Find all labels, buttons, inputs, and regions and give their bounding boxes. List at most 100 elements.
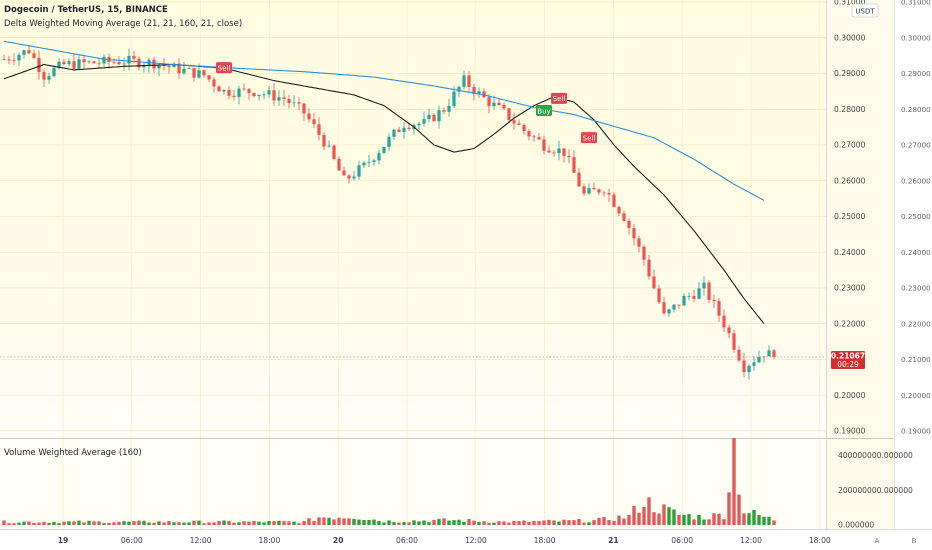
log-scale-toggle[interactable]: B — [912, 537, 917, 545]
candle-body — [237, 88, 241, 97]
signal-tag-label: Sell — [218, 64, 231, 72]
volume-bar — [527, 521, 531, 525]
overlay-tick-label: 0.24000 — [901, 248, 931, 257]
candle-body — [462, 75, 466, 87]
volume-bar — [67, 521, 71, 525]
volume-bar — [667, 507, 671, 525]
volume-bar — [52, 521, 56, 525]
candle-body — [367, 161, 371, 163]
volume-bar — [452, 520, 456, 525]
volume-bar — [167, 521, 171, 525]
signal-tag-box — [216, 62, 232, 74]
candle-body — [427, 114, 431, 120]
candle-body — [307, 113, 311, 120]
candle-body — [507, 108, 511, 121]
volume-bar — [422, 520, 426, 525]
candle-body — [632, 228, 636, 239]
currency-badge[interactable]: USDT — [851, 3, 879, 18]
candle-body — [52, 67, 56, 77]
volume-bar — [552, 520, 556, 525]
volume-bar — [317, 517, 321, 525]
buy-signal-tag: Buy — [536, 105, 552, 116]
signal-tag-label: Sell — [553, 95, 566, 103]
volume-bar — [57, 523, 61, 525]
candle-body — [317, 124, 321, 135]
candle-body — [252, 92, 256, 97]
candle-body — [257, 94, 261, 97]
candle-body — [612, 194, 616, 207]
volume-bar — [197, 520, 201, 525]
candle-body — [387, 136, 391, 147]
price-tick-label: 0.30000 — [834, 33, 866, 42]
candle-body — [312, 119, 316, 125]
candle-body — [17, 54, 21, 61]
candle-body — [267, 90, 271, 95]
price-tick-label: 0.25000 — [834, 212, 866, 221]
price-scale-background[interactable] — [826, 0, 894, 529]
volume-bar — [487, 522, 491, 525]
price-tick-label: 0.27000 — [834, 141, 866, 150]
candle-body — [677, 304, 681, 306]
volume-bar — [137, 520, 141, 525]
volume-bar — [387, 520, 391, 525]
price-pane-background[interactable] — [0, 0, 826, 438]
overlay-tick-label: 0.30000 — [901, 33, 931, 42]
volume-bar — [192, 520, 196, 525]
volume-bar — [47, 523, 51, 525]
candle-body — [692, 295, 696, 299]
fast-moving-average-line — [3, 63, 765, 324]
volume-bar — [567, 520, 571, 525]
time-axis-background[interactable] — [0, 529, 932, 550]
volume-bar — [617, 515, 621, 525]
auto-scale-toggle[interactable]: A — [875, 537, 880, 545]
volume-bar — [97, 521, 101, 525]
volume-bar — [232, 522, 236, 525]
candle-body — [742, 360, 746, 373]
candle-body — [207, 75, 211, 80]
volume-bar — [127, 521, 131, 525]
signal-tag-label: Buy — [537, 107, 550, 115]
volume-bar — [757, 514, 761, 525]
candle-body — [532, 136, 536, 138]
candle-body — [597, 189, 601, 193]
candle-body — [452, 91, 456, 106]
volume-pane-background[interactable] — [0, 439, 826, 529]
candle-body — [702, 282, 706, 289]
price-tick-label: 0.29000 — [834, 69, 866, 78]
volume-bar — [182, 522, 186, 525]
volume-indicator-label[interactable]: Volume Weighted Average (160) — [4, 448, 142, 458]
time-tick-label: 21 — [608, 536, 619, 545]
signal-tag-box — [581, 132, 597, 144]
candle-body — [57, 61, 61, 68]
indicator-label[interactable]: Delta Weighted Moving Average (21, 21, 1… — [4, 19, 242, 29]
candle-body — [292, 102, 296, 104]
volume-bar — [297, 523, 301, 525]
volume-bar — [322, 517, 326, 525]
price-scale-labels: 0.19000 0.19000 0.20000 0.20000 0.21000 0.210… — [834, 0, 931, 436]
candle-body — [577, 172, 581, 187]
time-tick-label: 06:00 — [671, 536, 693, 545]
candle-body — [32, 53, 36, 58]
volume-bar — [227, 521, 231, 525]
volume-bar — [702, 519, 706, 525]
volume-bar — [582, 522, 586, 525]
candle-body — [302, 103, 306, 114]
candle-body — [727, 327, 731, 334]
candle-body — [2, 59, 6, 60]
candle-body — [72, 61, 76, 69]
candle-body — [752, 362, 756, 366]
volume-bar — [187, 522, 191, 525]
candle-body — [122, 63, 126, 65]
volume-bar — [737, 494, 741, 525]
volume-bar — [747, 513, 751, 525]
candle-body — [477, 91, 481, 94]
volume-bar — [672, 509, 676, 525]
candle-body — [537, 137, 541, 140]
volume-bar — [107, 522, 111, 525]
moving-average-lines — [3, 40, 765, 324]
volume-bar — [717, 513, 721, 525]
candle-body — [457, 86, 461, 92]
volume-bar — [462, 521, 466, 525]
volume-bar — [267, 520, 271, 525]
